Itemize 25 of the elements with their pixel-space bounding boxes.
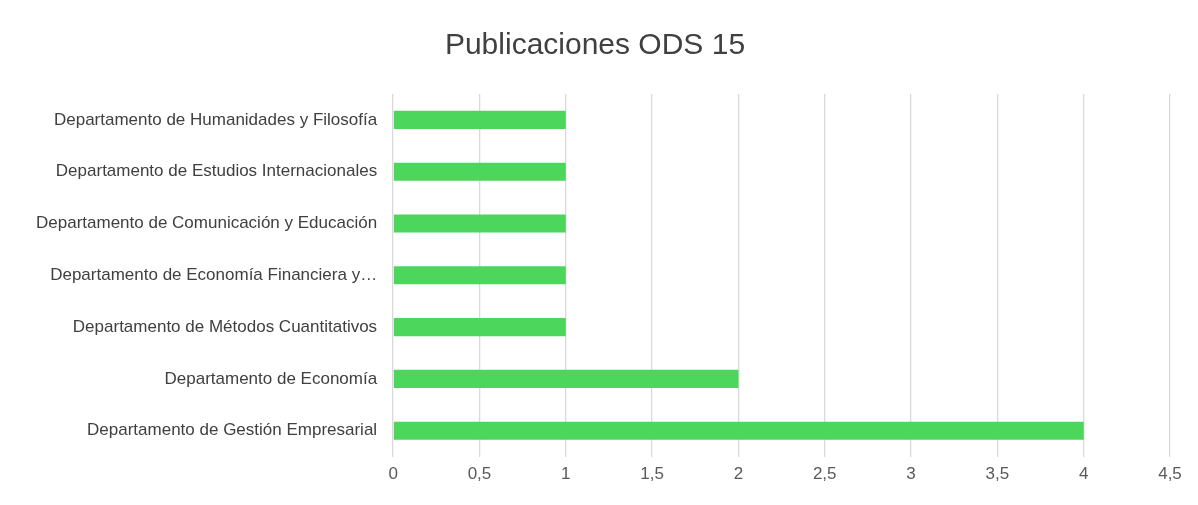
x-tick-label: 0,5: [467, 464, 492, 484]
bar: [393, 369, 739, 388]
bar: [393, 214, 566, 233]
y-tick-label: Departamento de Economía: [164, 368, 378, 388]
bar: [393, 110, 566, 129]
bar: [393, 318, 566, 337]
x-tick-label: 2,5: [812, 464, 837, 484]
x-tick-label: 4,5: [1158, 464, 1182, 484]
y-tick-label: Departamento de Métodos Cuantitativos: [72, 316, 378, 336]
x-tick-label: 2: [733, 464, 744, 484]
x-tick-label: 0: [388, 464, 398, 484]
y-tick-label: Departamento de Comunicación y Educación: [36, 213, 378, 233]
x-tick-label: 3,5: [985, 464, 1010, 484]
chart-title: Publicaciones ODS 15: [444, 27, 746, 61]
y-tick-label: Departamento de Gestión Empresarial: [87, 420, 378, 440]
x-tick-label: 1: [561, 464, 571, 484]
bar: [393, 421, 1084, 440]
y-tick-label: Departamento de Estudios Internacionales: [55, 161, 378, 181]
y-tick-label: Departamento de Humanidades y Filosofía: [53, 109, 378, 129]
x-tick-label: 4: [1078, 464, 1089, 484]
x-tick-label: 3: [906, 464, 916, 484]
x-tick-label: 1,5: [640, 464, 664, 484]
y-tick-label: Departamento de Economía Financiera y…: [50, 264, 378, 284]
bar: [393, 162, 566, 181]
bar: [393, 266, 566, 285]
